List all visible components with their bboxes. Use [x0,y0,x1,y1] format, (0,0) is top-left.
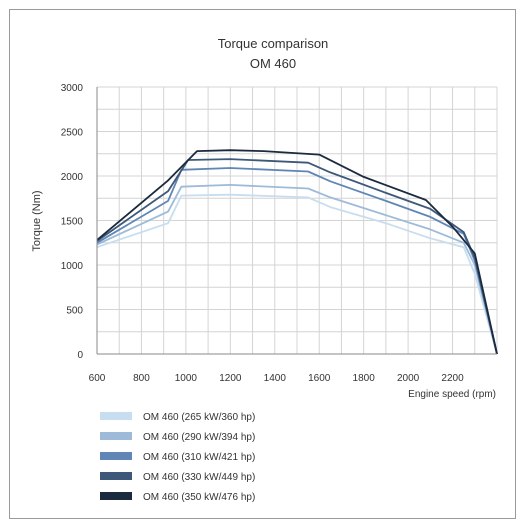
y-tick-label: 1000 [61,261,84,272]
series-lines [96,149,498,355]
legend-swatch [100,492,132,500]
legend: OM 460 (265 kW/360 hp) OM 460 (290 kW/394… [100,412,255,503]
legend-label: OM 460 (350 kW/476 hp) [143,492,255,503]
x-tick-label: 2200 [441,373,464,384]
y-axis-label: Torque (Nm) [31,190,43,251]
y-tick-label: 2500 [61,128,84,139]
legend-label: OM 460 (310 kW/421 hp) [143,452,255,463]
legend-swatch [100,452,132,460]
chart-subtitle: OM 460 [250,56,296,71]
x-tick-label: 1800 [353,373,376,384]
x-tick-label: 600 [89,373,106,384]
legend-label: OM 460 (290 kW/394 hp) [143,432,255,443]
series-line [96,158,498,355]
y-tick-label: 1500 [61,217,84,228]
x-tick-label: 1200 [219,373,242,384]
series-line [96,193,498,355]
legend-label: OM 460 (265 kW/360 hp) [143,412,255,423]
x-axis-label: Engine speed (rpm) [408,389,496,400]
y-tick-label: 2000 [61,172,84,183]
chart-title: Torque comparison [218,36,329,51]
x-tick-label: 1400 [264,373,287,384]
chart-frame [9,9,516,519]
chart-axes: 0 500 1000 1500 2000 2500 3000 600 800 1000 1200 14… [61,83,497,384]
y-tick-label: 0 [77,350,83,361]
series-line [96,149,498,355]
y-tick-label: 500 [66,306,83,317]
x-tick-label: 2000 [397,373,420,384]
x-tick-label: 800 [133,373,150,384]
x-tick-label: 1000 [175,373,198,384]
x-tick-label: 1600 [308,373,331,384]
legend-swatch [100,412,132,420]
legend-label: OM 460 (330 kW/449 hp) [143,472,255,483]
legend-swatch [100,472,132,480]
series-line [96,183,498,355]
y-tick-label: 3000 [61,83,84,94]
legend-swatch [100,432,132,440]
